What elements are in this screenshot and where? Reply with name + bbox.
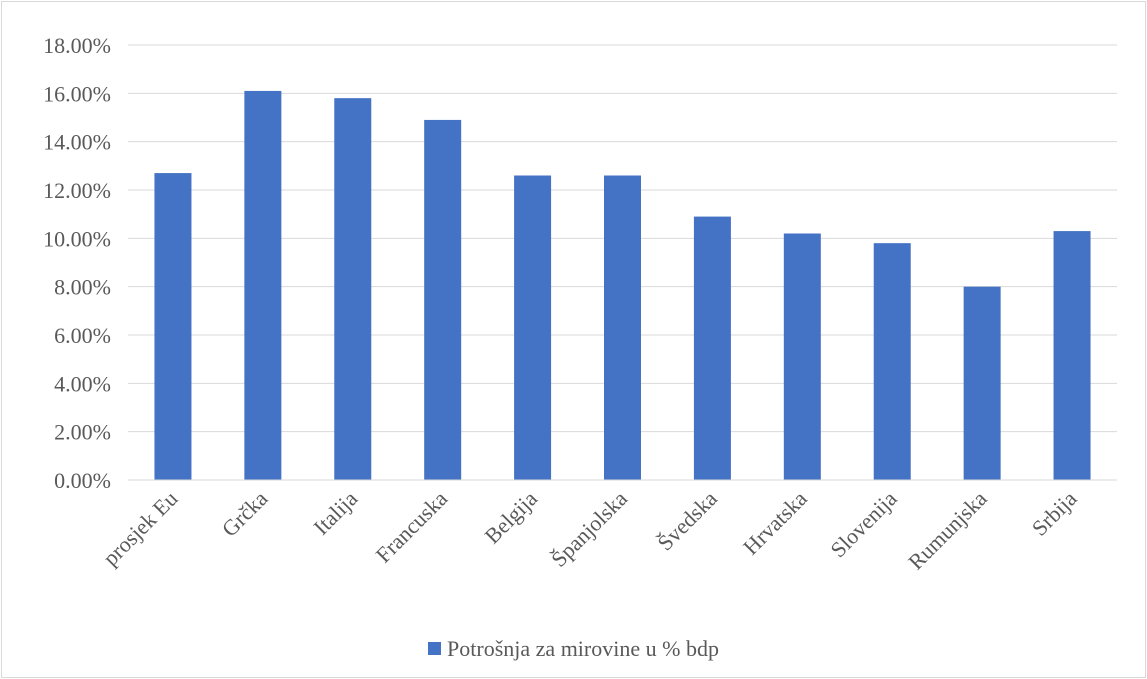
bar (873, 243, 911, 480)
y-tick-label: 2.00% (54, 420, 111, 445)
bar (244, 90, 282, 481)
bar (783, 233, 821, 480)
x-tick-label: Švedska (652, 486, 722, 556)
x-tick-label: Belgija (480, 486, 543, 549)
y-axis-tick-labels: 0.00% 2.00% 4.00% 6.00% 8.00% 10.00% 12.00% 14.… (43, 33, 111, 493)
x-tick-label: Srbija (1027, 486, 1082, 541)
bar (604, 175, 641, 480)
legend-label: Potrošnja za mirovine u % bdp (447, 636, 719, 661)
y-tick-label: 14.00% (43, 130, 111, 155)
legend-swatch (428, 642, 442, 655)
x-tick-label: prosjek Eu (98, 486, 183, 571)
x-tick-label: Rumunjska (903, 486, 992, 575)
bar (693, 216, 731, 481)
bar (514, 175, 552, 480)
x-tick-label: Slovenija (825, 486, 902, 563)
y-tick-label: 6.00% (54, 323, 111, 348)
y-tick-label: 0.00% (54, 468, 111, 493)
bar (154, 173, 192, 481)
y-tick-label: 8.00% (54, 275, 111, 300)
x-axis-tick-labels: prosjek Eu Grčka Italija Francuska Belgija Šp… (98, 486, 1082, 575)
bar (1053, 231, 1091, 480)
y-tick-label: 16.00% (43, 81, 111, 106)
x-tick-label: Francuska (371, 486, 453, 568)
bar (424, 119, 462, 481)
bars (128, 90, 1117, 481)
y-tick-label: 18.00% (43, 33, 111, 58)
bar (963, 286, 1001, 480)
x-tick-label: Italija (308, 486, 362, 540)
x-tick-label: Grčka (217, 486, 273, 542)
y-tick-label: 10.00% (43, 226, 111, 251)
y-tick-label: 4.00% (54, 371, 111, 396)
bar (334, 98, 372, 481)
legend: Potrošnja za mirovine u % bdp (0, 636, 1147, 662)
x-tick-label: Španjolska (546, 486, 632, 572)
x-tick-label: Hrvatska (738, 486, 812, 560)
y-tick-label: 12.00% (43, 178, 111, 203)
